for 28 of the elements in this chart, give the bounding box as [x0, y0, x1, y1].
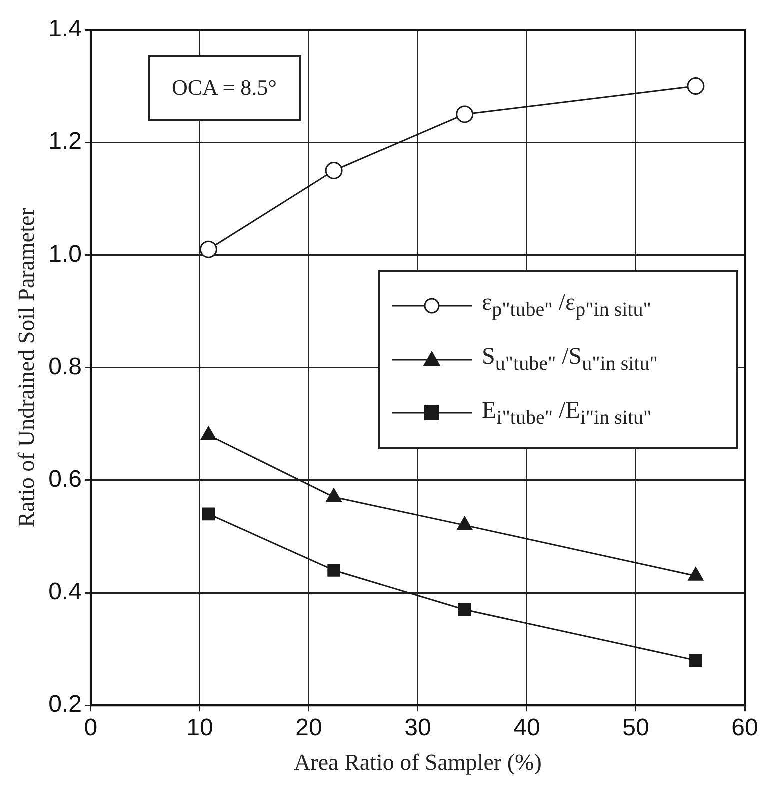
annotation: OCA = 8.5° [148, 55, 301, 121]
x-tick-label: 60 [732, 714, 758, 742]
legend-label: E$_{i"tube"}$ /E$_{i"in situ"}$ [482, 398, 652, 430]
y-tick-label: 1.4 [48, 16, 82, 43]
point [325, 162, 343, 180]
point [456, 106, 474, 124]
y-tick-label: 0.4 [48, 578, 82, 606]
point [200, 240, 218, 258]
legend-label: ε$_{p"tube"}$ /ε$_{p"in situ"}$ [482, 290, 652, 322]
legend-label: S$_{u"tube"}$ /S$_{u"in situ"}$ [482, 344, 658, 376]
y-tick-label: 0.6 [48, 466, 82, 494]
x-tick-label: 0 [84, 714, 98, 742]
x-axis-title: Area Ratio of Sampler (%) [294, 750, 542, 776]
point [458, 603, 472, 616]
point [202, 508, 216, 521]
y-tick-label: 1.0 [48, 240, 82, 268]
x-tick-label: 30 [404, 714, 432, 742]
x-tick-label: 50 [622, 714, 650, 742]
point [690, 654, 702, 667]
y-tick-label: 0.8 [48, 353, 82, 380]
y-axis-title: Ratio of Undrained Soil Parameter [14, 208, 39, 528]
x-tick-label: 40 [514, 714, 540, 742]
y-tick-label: 0.2 [48, 691, 82, 718]
x-tick-label: 20 [296, 714, 322, 742]
x-tick-label: 10 [186, 714, 214, 742]
y-tick-label: 1.2 [48, 128, 82, 156]
point [328, 564, 340, 577]
point [687, 78, 705, 96]
